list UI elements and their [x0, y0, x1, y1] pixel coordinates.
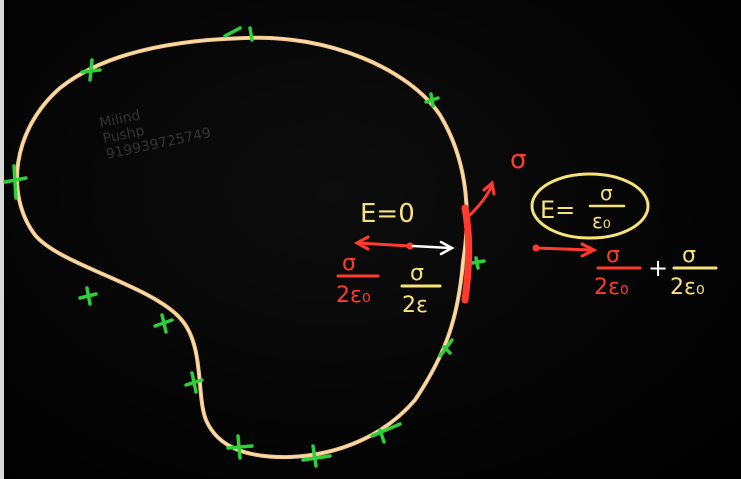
outside-sum: σ 2ε₀ + σ 2ε₀ — [594, 243, 718, 300]
surface-patch — [461, 204, 473, 304]
right-arrowhead — [439, 240, 455, 256]
outside-field-arrow — [532, 242, 598, 258]
outside-field-point — [532, 244, 540, 252]
result-numerator: σ — [600, 181, 613, 205]
term1-denominator: 2ε₀ — [594, 275, 629, 300]
term1-numerator: σ — [606, 243, 620, 268]
outside-arrow-shaft — [534, 246, 594, 252]
right-fraction-denominator: 2ε — [402, 293, 428, 318]
plus-mark — [78, 286, 98, 306]
result-lhs: E= — [540, 196, 575, 224]
conductor-outline — [15, 35, 469, 460]
plus-mark — [226, 434, 254, 460]
left-fraction: σ 2ε₀ — [336, 251, 380, 308]
plus-mark — [3, 164, 28, 200]
frame-edge — [0, 0, 4, 479]
left-fraction-numerator: σ — [342, 251, 356, 276]
result-denominator: ε₀ — [592, 209, 611, 233]
boxed-result: E= σ ε₀ — [530, 172, 650, 240]
left-arrowhead — [353, 235, 370, 251]
outside-arrowhead — [580, 242, 598, 258]
plus-mark — [184, 371, 204, 394]
plus-mark — [153, 313, 174, 334]
term2-denominator: 2ε₀ — [670, 275, 705, 300]
pointer-arrowhead — [482, 180, 496, 196]
conductor-outline-glow — [16, 37, 468, 458]
right-fraction-numerator: σ — [410, 261, 424, 286]
term2-numerator: σ — [682, 243, 696, 268]
surface-charge-label: σ — [510, 145, 526, 175]
plus-mark — [223, 26, 254, 42]
plus-sign: + — [648, 254, 668, 282]
result-circle — [530, 172, 650, 240]
surface-charges — [3, 26, 486, 468]
pointer-curve — [468, 183, 494, 217]
plus-mark — [470, 256, 486, 270]
inside-field-label: E=0 — [360, 199, 415, 229]
field-point — [406, 242, 414, 250]
plus-mark — [438, 338, 454, 358]
plus-mark — [370, 422, 402, 444]
right-arrow — [411, 244, 452, 250]
inside-field-arrows — [353, 235, 455, 256]
plus-mark — [424, 92, 440, 108]
left-fraction-denominator: 2ε₀ — [336, 283, 371, 308]
right-fraction: σ 2ε — [400, 261, 442, 318]
plus-mark — [80, 58, 102, 82]
left-arrow — [356, 241, 412, 248]
plus-mark — [301, 444, 332, 468]
